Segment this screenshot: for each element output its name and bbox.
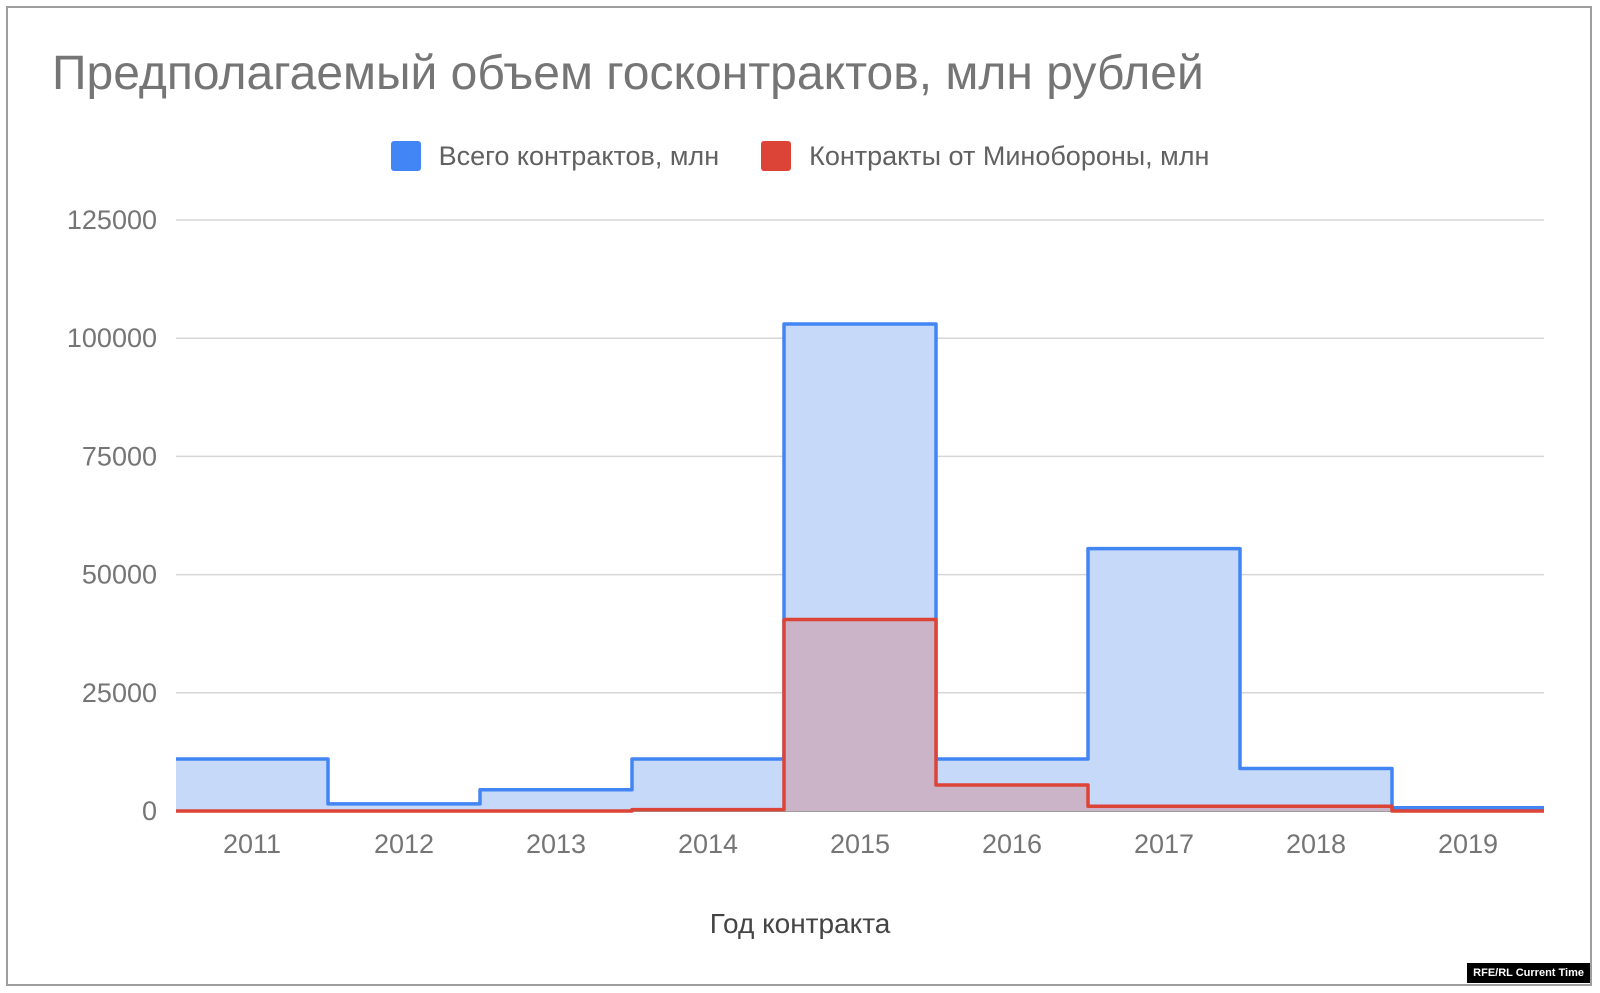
legend-swatch-defense	[761, 141, 792, 171]
x-axis-title: Год контракта	[709, 908, 891, 939]
series-area-1	[176, 619, 1544, 811]
y-tick-label: 75000	[82, 441, 157, 471]
legend-swatch-total	[390, 141, 421, 171]
legend-label-defense: Контракты от Минобороны, млн	[809, 140, 1210, 171]
x-tick-label: 2015	[830, 829, 890, 859]
series-areas	[176, 322, 1544, 813]
chart-title: Предполагаемый объем госконтрактов, млн …	[52, 47, 1204, 100]
series-line-0	[176, 322, 1544, 810]
y-axis-ticks: 0 25000 50000 75000 100000 125000	[67, 205, 157, 826]
legend-item-total: Всего контрактов, млн	[390, 140, 720, 172]
x-tick-label: 2011	[223, 829, 281, 859]
legend-item-defense: Контракты от Минобороны, млн	[761, 141, 1209, 172]
y-tick-label: 0	[142, 796, 157, 826]
legend: Всего контрактов, млн Контракты от Миноб…	[0, 136, 1600, 176]
x-axis-ticks: 2011 2012 2013 2014 2015 2016 2017 2018 2019	[223, 829, 1498, 859]
y-tick-label: 50000	[82, 560, 157, 590]
legend-label-total: Всего контрактов, млн	[438, 140, 720, 171]
y-tick-label: 100000	[67, 323, 157, 353]
x-tick-label: 2014	[678, 829, 738, 859]
x-tick-label: 2017	[1134, 829, 1194, 859]
x-tick-label: 2013	[526, 829, 586, 859]
x-tick-label: 2018	[1286, 829, 1346, 859]
series-line-1	[176, 617, 1544, 813]
series-area-0	[176, 324, 1544, 811]
y-tick-label: 125000	[67, 205, 157, 235]
x-tick-label: 2016	[982, 829, 1042, 859]
x-tick-label: 2012	[374, 829, 434, 859]
y-tick-label: 25000	[82, 678, 157, 708]
x-tick-label: 2019	[1438, 829, 1498, 859]
credit-badge: RFE/RL Current Time	[1467, 963, 1590, 983]
